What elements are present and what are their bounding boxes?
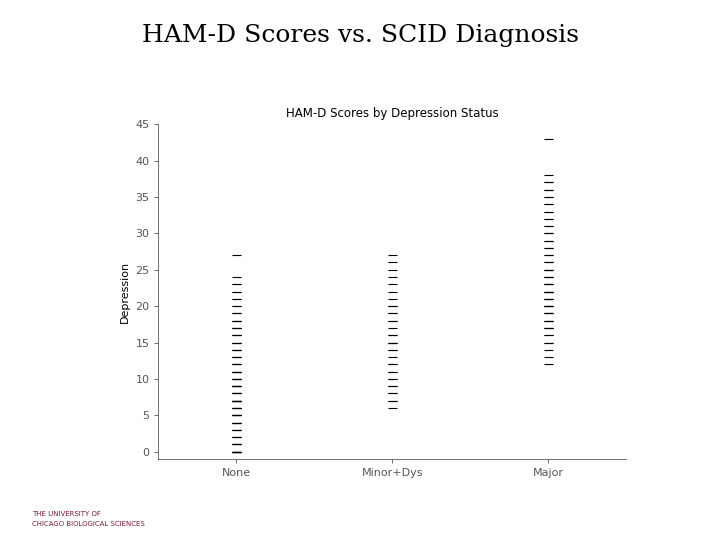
- Text: THE UNIVERSITY OF
CHICAGO BIOLOGICAL SCIENCES: THE UNIVERSITY OF CHICAGO BIOLOGICAL SCI…: [32, 511, 145, 526]
- Text: HAM-D Scores vs. SCID Diagnosis: HAM-D Scores vs. SCID Diagnosis: [142, 24, 578, 48]
- Y-axis label: Depression: Depression: [120, 260, 130, 323]
- Title: HAM-D Scores by Depression Status: HAM-D Scores by Depression Status: [286, 107, 499, 120]
